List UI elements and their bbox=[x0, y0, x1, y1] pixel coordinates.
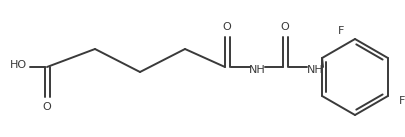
Text: O: O bbox=[281, 22, 290, 32]
Text: F: F bbox=[399, 96, 405, 106]
Text: HO: HO bbox=[9, 60, 27, 70]
Text: O: O bbox=[43, 102, 51, 112]
Text: NH: NH bbox=[307, 65, 323, 75]
Text: NH: NH bbox=[249, 65, 265, 75]
Text: F: F bbox=[338, 26, 344, 36]
Text: O: O bbox=[223, 22, 231, 32]
